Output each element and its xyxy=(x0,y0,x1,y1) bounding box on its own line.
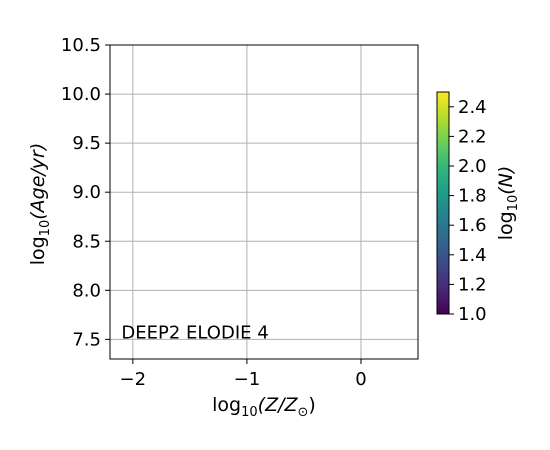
y-tick-label: 7.5 xyxy=(72,329,101,350)
y-tick-label: 9.0 xyxy=(72,182,101,203)
colorbar-label: log10(N) xyxy=(495,166,521,241)
y-axis-ticks: 7.5 8.0 8.5 9.0 9.5 10.0 10.5 xyxy=(61,35,110,350)
plot-frame xyxy=(109,44,419,360)
y-tick-label: 9.5 xyxy=(72,133,101,154)
y-axis-label: log10(Age/yr) xyxy=(27,143,53,266)
y-axis-label-subscript: 10 xyxy=(38,220,53,237)
colorbar xyxy=(436,91,450,315)
y-tick-label: 8.5 xyxy=(72,231,101,252)
colorbar-tick-label: 1.8 xyxy=(458,186,487,207)
x-tick-label: −2 xyxy=(120,369,147,390)
colorbar-label-text: (N) xyxy=(495,166,517,195)
colorbar-tick-label: 2.4 xyxy=(458,97,487,118)
colorbar-tick-label: 1.2 xyxy=(458,274,487,295)
y-axis-label-prefix: log xyxy=(27,236,49,265)
x-axis-label-subscript: 10 xyxy=(241,405,258,420)
colorbar-label-prefix: log xyxy=(495,211,517,240)
x-axis-label-close: ) xyxy=(308,394,315,416)
panel-annotation: DEEP2 ELODIE 4 xyxy=(121,322,268,343)
grid-lines xyxy=(110,44,418,359)
colorbar-tick-label: 1.4 xyxy=(458,245,487,266)
y-tick-label: 8.0 xyxy=(72,280,101,301)
x-tick-label: −1 xyxy=(234,369,261,390)
x-tick-label: 0 xyxy=(355,369,366,390)
colorbar-tick-label: 2.0 xyxy=(458,156,487,177)
colorbar-tick-label: 2.2 xyxy=(458,126,487,147)
y-tick-label: 10.0 xyxy=(61,84,101,105)
x-axis-label: log10(Z/Z⊙) xyxy=(212,394,316,420)
colorbar-label-subscript: 10 xyxy=(506,195,521,212)
x-axis-label-text: (Z/Z xyxy=(258,394,299,416)
x-axis-label-sun: ⊙ xyxy=(298,405,309,420)
x-axis-ticks: −2 −1 0 xyxy=(120,359,367,390)
y-axis-label-text: (Age/yr) xyxy=(27,143,49,220)
y-tick-label: 10.5 xyxy=(61,35,101,56)
colorbar-tick-label: 1.0 xyxy=(458,304,487,325)
x-axis-label-prefix: log xyxy=(212,394,241,416)
colorbar-tick-label: 1.6 xyxy=(458,215,487,236)
colorbar-ticks: 1.0 1.2 1.4 1.6 1.8 2.0 2.2 2.4 xyxy=(449,97,487,325)
